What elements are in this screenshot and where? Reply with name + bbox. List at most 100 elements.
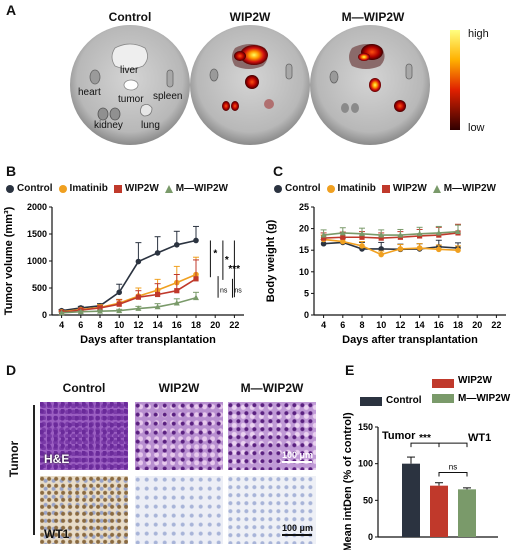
body-weight-chart: 0 5 10 15 20 25 4 6 8 10 12 14 16 18 20 22 Days after tr… <box>265 202 506 346</box>
x-tick-label: 4 <box>59 320 64 330</box>
sig-label: ns <box>449 462 457 471</box>
data-point <box>455 247 461 253</box>
wt1-wip2w-image <box>135 476 223 544</box>
annotation-tumor: Tumor <box>382 430 416 442</box>
sig-label: *** <box>419 433 431 444</box>
x-tick-label: 8 <box>97 320 102 330</box>
data-point <box>193 294 199 301</box>
y-axis-label: Mean intDen (% of control) <box>342 412 354 550</box>
sig-label: * <box>225 255 229 266</box>
dish-mwip2w <box>310 25 430 145</box>
y-axis-label: Tumor volume (mm³) <box>3 206 15 315</box>
bar-1 <box>430 485 448 537</box>
wt1-scalebar-label: 100 μm <box>282 523 314 533</box>
scale-low-label: low <box>468 122 485 134</box>
x-tick-label: 18 <box>191 320 201 330</box>
y-tick-label: 2000 <box>27 202 47 212</box>
y-tick-label: 0 <box>368 532 373 542</box>
sig-label: *** <box>228 264 240 275</box>
data-point <box>77 308 84 315</box>
x-tick-label: 14 <box>153 320 163 330</box>
data-point <box>397 246 404 252</box>
x-tick-label: 18 <box>453 320 463 330</box>
y-tick-label: 0 <box>42 310 47 320</box>
data-point <box>154 303 161 310</box>
dish-wip2w <box>190 25 310 145</box>
legend-label: Control <box>386 395 422 406</box>
x-tick-label: 12 <box>133 320 143 330</box>
x-tick-label: 22 <box>229 320 239 330</box>
series-line-0 <box>61 239 197 312</box>
panel-c-label: C <box>273 163 284 179</box>
y-tick-label: 1500 <box>27 229 47 239</box>
data-point <box>155 291 161 298</box>
panel-e-label: E <box>345 362 355 378</box>
panel-b-label: B <box>6 163 17 179</box>
organ-label-tumor: tumor <box>118 94 144 105</box>
panel-d-header-mwip2w: M—WIP2W <box>240 381 304 395</box>
data-point <box>135 258 142 265</box>
x-tick-label: 14 <box>415 320 425 330</box>
organ-label-kidney: kidney <box>94 120 123 131</box>
data-point <box>58 309 65 316</box>
data-point <box>378 235 384 241</box>
legend-b-control: Control <box>6 183 53 194</box>
series-line-2 <box>323 232 459 239</box>
legend-c-wip2w: WIP2W <box>381 183 427 194</box>
data-point <box>154 250 161 256</box>
wt1-scalebar <box>282 534 312 536</box>
series-line-3 <box>61 296 197 314</box>
legend-c-mwip2w: M—WIP2W <box>432 183 496 194</box>
series-line-3 <box>323 230 459 236</box>
sig-label: * <box>213 249 217 260</box>
panel-d-label: D <box>6 362 17 378</box>
organ-label-liver: liver <box>120 65 139 76</box>
data-point <box>116 301 122 307</box>
data-point <box>416 245 423 251</box>
x-tick-label: 6 <box>340 320 345 330</box>
x-tick-label: 6 <box>78 320 83 330</box>
imaging-dishes <box>70 25 460 145</box>
x-tick-label: 10 <box>114 320 124 330</box>
x-tick-label: 8 <box>359 320 364 330</box>
legend-b: Control Imatinib WIP2W M—WIP2W <box>6 183 228 194</box>
y-tick-label: 25 <box>299 202 309 212</box>
legend-c: Control Imatinib WIP2W M—WIP2W <box>274 183 496 194</box>
data-point <box>378 246 384 252</box>
data-point <box>193 276 199 282</box>
sig-label: ns <box>234 287 242 294</box>
data-point <box>339 229 346 236</box>
x-axis-label: Days after transplantation <box>80 334 216 346</box>
he-wip2w-image <box>135 402 223 470</box>
data-point <box>320 240 327 247</box>
y-tick-label: 15 <box>299 245 309 255</box>
data-point <box>135 305 142 311</box>
data-point <box>320 231 327 238</box>
tumor-volume-chart: 0 500 1000 1500 2000 4 6 8 10 12 14 16 18 20 22 Days af… <box>3 202 244 346</box>
annotation-wt1: WT1 <box>468 432 491 444</box>
he-scalebar-label: 100 μm <box>282 450 314 460</box>
legend-label: M—WIP2W <box>458 393 511 404</box>
data-point <box>174 242 180 248</box>
data-point <box>340 234 346 240</box>
legend-b-wip2w: WIP2W <box>113 183 159 194</box>
panel-a-header-mwip2w: M—WIP2W <box>341 10 405 24</box>
he-control-image <box>40 402 128 470</box>
data-point <box>435 229 442 236</box>
x-tick-label: 16 <box>172 320 182 330</box>
x-tick-label: 12 <box>395 320 405 330</box>
he-stain-label: H&E <box>44 452 70 466</box>
bar-2 <box>458 489 476 537</box>
data-point <box>378 251 384 258</box>
data-point <box>436 246 442 253</box>
dish-control <box>70 25 190 145</box>
he-scalebar <box>282 461 312 463</box>
y-tick-label: 150 <box>358 422 373 432</box>
tumor-row-label: Tumor <box>7 440 22 478</box>
wt1-control-image <box>40 476 128 544</box>
data-point <box>378 231 385 238</box>
data-point <box>359 230 365 237</box>
panel-a-header-wip2w: WIP2W <box>229 10 271 24</box>
x-tick-label: 16 <box>434 320 444 330</box>
y-tick-label: 1000 <box>27 256 47 266</box>
